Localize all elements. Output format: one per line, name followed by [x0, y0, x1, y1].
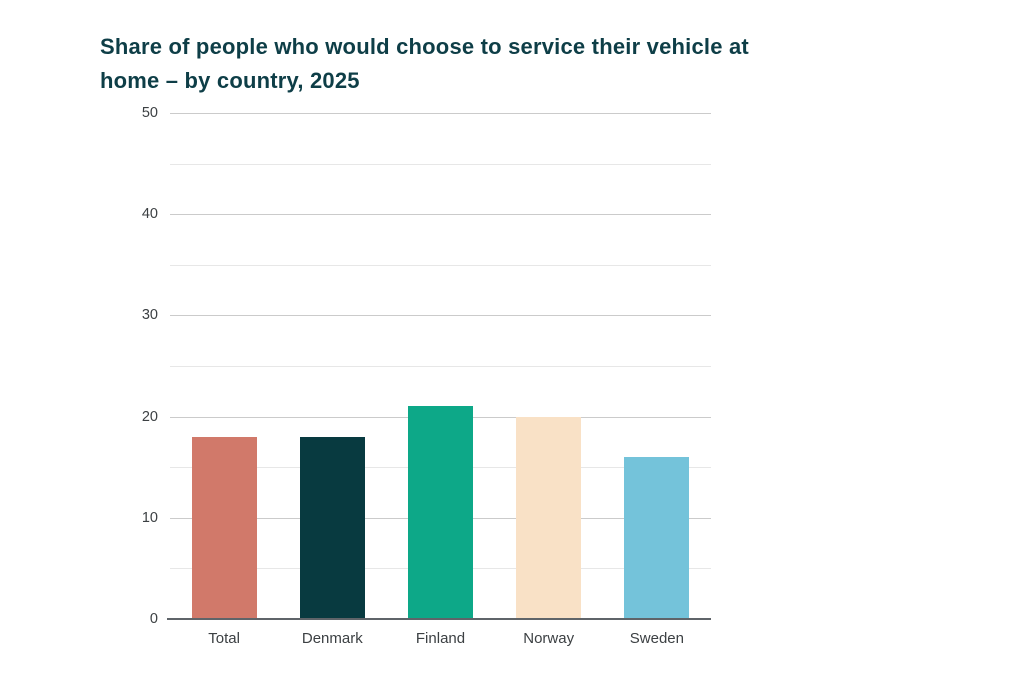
- gridline-30: [170, 315, 711, 317]
- x-tick-label-sweden: Sweden: [629, 630, 684, 647]
- bar-sweden: [624, 457, 690, 619]
- y-tick-label-50: 50: [141, 105, 158, 121]
- gridline-40: [170, 214, 711, 216]
- chart-title-line2: home – by country, 2025: [100, 68, 360, 93]
- gridline-25: [170, 366, 711, 367]
- y-tick-label-40: 40: [141, 206, 158, 223]
- gridline-35: [170, 264, 711, 266]
- x-tick-label-finland: Finland: [415, 630, 466, 647]
- y-tick-label-10: 10: [141, 509, 158, 526]
- x-tick-label-denmark: Denmark: [301, 630, 363, 647]
- y-tick-label-20: 20: [141, 408, 158, 425]
- bar-denmark: [299, 436, 365, 619]
- bar-total: [191, 436, 257, 619]
- bar-norway: [516, 416, 582, 619]
- chart-title-line1: Share of people who would choose to serv…: [100, 34, 749, 59]
- gridline-50: [170, 113, 711, 114]
- x-axis-line: [167, 618, 711, 620]
- y-tick-label-0: 0: [149, 611, 158, 627]
- gridline-45: [170, 163, 711, 165]
- x-tick-label-norway: Norway: [523, 630, 575, 647]
- y-tick-label-30: 30: [141, 307, 158, 324]
- bar-finland: [408, 406, 473, 619]
- chart-title: Share of people who would choose to serv…: [100, 30, 820, 98]
- plot-area: 0 10 20 30 40 50 Total Denmark Finland Norway Swed…: [142, 105, 711, 647]
- x-tick-label-total: Total: [208, 630, 240, 647]
